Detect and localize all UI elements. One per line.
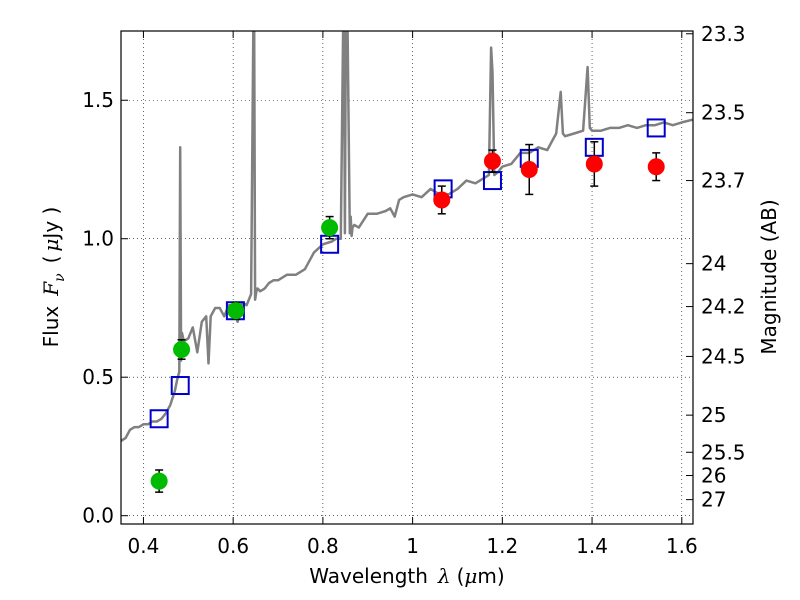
grid-lines — [121, 31, 693, 524]
spectrum-layer — [121, 31, 693, 442]
y-tick-label: 0.0 — [82, 504, 114, 528]
observed-optical-point — [150, 472, 168, 490]
y2-tick-label: 24.2 — [701, 295, 746, 319]
observed-optical-point — [321, 219, 339, 237]
x-tick-label: 1.6 — [666, 534, 698, 558]
x-tick-label: 1.4 — [576, 534, 608, 558]
observed-nir-point — [520, 160, 538, 178]
x-tick-label: 1.2 — [486, 534, 518, 558]
axis-ticks: 0.4 0.6 0.8 1 1.2 1.4 1.6 0.0 0.5 1.0 1.5 23.3 23.5 2… — [82, 22, 745, 558]
y-tick-label: 1.0 — [82, 227, 114, 251]
observed-nir-point — [433, 191, 451, 209]
spectrum-line — [121, 31, 693, 442]
y-tick-label: 0.5 — [82, 365, 114, 389]
x-tick-label: 1 — [406, 534, 419, 558]
x-tick-label: 0.4 — [128, 534, 160, 558]
y2-tick-label: 24.5 — [701, 344, 746, 368]
y2-tick-label: 24 — [701, 252, 726, 276]
x-tick-label: 0.8 — [307, 534, 339, 558]
plot-frame — [120, 30, 694, 525]
observed-nir-point — [647, 158, 665, 176]
data-marks — [149, 118, 666, 493]
y2-tick-label: 27 — [701, 488, 726, 512]
observed-optical-point — [227, 302, 245, 320]
model-square-point — [646, 118, 666, 138]
x-tick-label: 0.6 — [217, 534, 249, 558]
observed-optical-point — [173, 341, 191, 359]
observed-nir-point — [585, 155, 603, 173]
y2-axis-label: Magnitude (AB) — [757, 199, 781, 354]
y2-tick-label: 26 — [701, 464, 726, 488]
y2-tick-label: 23.7 — [701, 169, 746, 193]
observed-nir-point — [483, 152, 501, 170]
model-square-point — [149, 409, 169, 429]
y2-tick-label: 25 — [701, 403, 726, 427]
y-tick-label: 1.5 — [82, 88, 114, 112]
y2-tick-label: 25.5 — [701, 440, 746, 464]
model-square-point — [170, 376, 190, 396]
x-axis-label: Wavelength λ (μm) — [309, 564, 504, 588]
y-axis-label: FluxFν(μJy ) — [39, 207, 68, 348]
y2-tick-label: 23.5 — [701, 101, 746, 125]
model-square-point — [482, 171, 502, 191]
y2-tick-label: 23.3 — [701, 22, 746, 46]
